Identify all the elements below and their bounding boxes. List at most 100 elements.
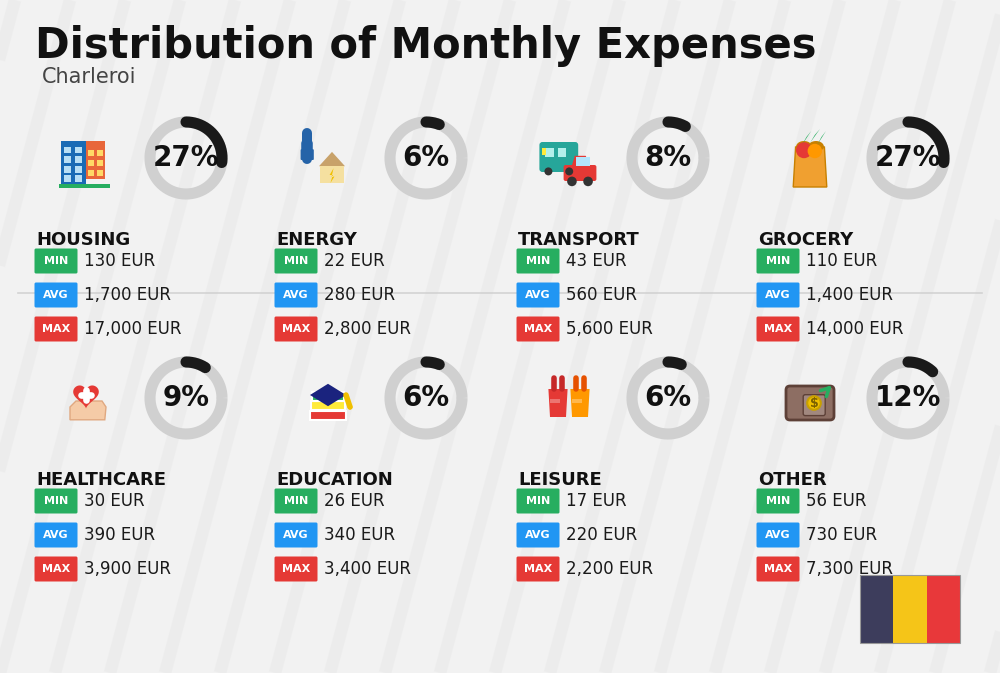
FancyBboxPatch shape bbox=[59, 184, 110, 188]
FancyBboxPatch shape bbox=[311, 401, 345, 411]
FancyBboxPatch shape bbox=[572, 399, 582, 403]
Text: AVG: AVG bbox=[525, 290, 551, 300]
FancyBboxPatch shape bbox=[757, 283, 800, 308]
Text: 22 EUR: 22 EUR bbox=[324, 252, 385, 270]
FancyBboxPatch shape bbox=[516, 248, 560, 273]
Text: AVG: AVG bbox=[765, 290, 791, 300]
Text: 12%: 12% bbox=[875, 384, 941, 412]
Text: MAX: MAX bbox=[524, 324, 552, 334]
Text: MIN: MIN bbox=[526, 256, 550, 266]
Text: 27%: 27% bbox=[875, 144, 941, 172]
Text: MIN: MIN bbox=[526, 496, 550, 506]
FancyBboxPatch shape bbox=[550, 399, 560, 403]
Text: AVG: AVG bbox=[283, 530, 309, 540]
Circle shape bbox=[565, 168, 573, 176]
FancyBboxPatch shape bbox=[64, 166, 71, 172]
Text: 220 EUR: 220 EUR bbox=[566, 526, 637, 544]
FancyBboxPatch shape bbox=[310, 411, 346, 420]
Polygon shape bbox=[70, 401, 106, 420]
FancyBboxPatch shape bbox=[88, 160, 94, 166]
FancyBboxPatch shape bbox=[757, 522, 800, 548]
FancyBboxPatch shape bbox=[34, 248, 78, 273]
Text: AVG: AVG bbox=[43, 290, 69, 300]
Text: MIN: MIN bbox=[766, 256, 790, 266]
FancyBboxPatch shape bbox=[516, 283, 560, 308]
FancyBboxPatch shape bbox=[320, 166, 344, 183]
FancyBboxPatch shape bbox=[75, 147, 82, 153]
FancyBboxPatch shape bbox=[803, 394, 825, 416]
Text: 730 EUR: 730 EUR bbox=[806, 526, 877, 544]
FancyBboxPatch shape bbox=[64, 176, 71, 182]
Text: 3,900 EUR: 3,900 EUR bbox=[84, 560, 171, 578]
Text: MAX: MAX bbox=[282, 324, 310, 334]
FancyBboxPatch shape bbox=[86, 141, 105, 179]
Text: 2,200 EUR: 2,200 EUR bbox=[566, 560, 653, 578]
Text: 14,000 EUR: 14,000 EUR bbox=[806, 320, 904, 338]
FancyBboxPatch shape bbox=[516, 316, 560, 341]
FancyBboxPatch shape bbox=[860, 575, 893, 643]
Polygon shape bbox=[570, 389, 590, 417]
Text: 17,000 EUR: 17,000 EUR bbox=[84, 320, 182, 338]
Text: OTHER: OTHER bbox=[758, 471, 827, 489]
FancyBboxPatch shape bbox=[64, 156, 71, 163]
Text: 560 EUR: 560 EUR bbox=[566, 286, 637, 304]
Polygon shape bbox=[73, 386, 99, 409]
FancyBboxPatch shape bbox=[64, 147, 71, 153]
Text: 17 EUR: 17 EUR bbox=[566, 492, 627, 510]
Circle shape bbox=[348, 404, 352, 409]
FancyBboxPatch shape bbox=[927, 575, 960, 643]
Polygon shape bbox=[571, 156, 590, 167]
FancyBboxPatch shape bbox=[274, 489, 318, 513]
Text: MIN: MIN bbox=[44, 256, 68, 266]
Text: MAX: MAX bbox=[42, 564, 70, 574]
FancyBboxPatch shape bbox=[539, 142, 578, 172]
FancyBboxPatch shape bbox=[34, 489, 78, 513]
FancyBboxPatch shape bbox=[558, 148, 566, 157]
Polygon shape bbox=[802, 131, 811, 145]
Text: 1,400 EUR: 1,400 EUR bbox=[806, 286, 893, 304]
FancyBboxPatch shape bbox=[576, 157, 590, 166]
Polygon shape bbox=[330, 168, 334, 183]
FancyBboxPatch shape bbox=[757, 557, 800, 581]
FancyBboxPatch shape bbox=[516, 557, 560, 581]
Text: 8%: 8% bbox=[644, 144, 692, 172]
Text: Charleroi: Charleroi bbox=[42, 67, 136, 87]
Polygon shape bbox=[810, 129, 820, 143]
Text: 6%: 6% bbox=[644, 384, 692, 412]
Text: 2,800 EUR: 2,800 EUR bbox=[324, 320, 411, 338]
Text: AVG: AVG bbox=[283, 290, 309, 300]
Text: MAX: MAX bbox=[524, 564, 552, 574]
FancyBboxPatch shape bbox=[757, 316, 800, 341]
Text: HOUSING: HOUSING bbox=[36, 231, 130, 249]
Text: 5,600 EUR: 5,600 EUR bbox=[566, 320, 653, 338]
Circle shape bbox=[567, 176, 577, 186]
Text: MIN: MIN bbox=[284, 256, 308, 266]
Text: 340 EUR: 340 EUR bbox=[324, 526, 395, 544]
FancyBboxPatch shape bbox=[88, 150, 94, 156]
FancyBboxPatch shape bbox=[34, 522, 78, 548]
Text: MIN: MIN bbox=[766, 496, 790, 506]
Circle shape bbox=[796, 142, 812, 158]
Text: 6%: 6% bbox=[402, 384, 450, 412]
FancyBboxPatch shape bbox=[312, 392, 344, 400]
FancyBboxPatch shape bbox=[61, 141, 86, 187]
FancyBboxPatch shape bbox=[516, 489, 560, 513]
FancyBboxPatch shape bbox=[75, 166, 82, 172]
Text: 390 EUR: 390 EUR bbox=[84, 526, 155, 544]
Text: HEALTHCARE: HEALTHCARE bbox=[36, 471, 166, 489]
FancyBboxPatch shape bbox=[274, 283, 318, 308]
Text: MIN: MIN bbox=[44, 496, 68, 506]
Text: MAX: MAX bbox=[764, 324, 792, 334]
Text: 56 EUR: 56 EUR bbox=[806, 492, 866, 510]
FancyBboxPatch shape bbox=[97, 160, 103, 166]
FancyBboxPatch shape bbox=[757, 489, 800, 513]
Text: 27%: 27% bbox=[153, 144, 219, 172]
FancyBboxPatch shape bbox=[274, 316, 318, 341]
Text: Distribution of Monthly Expenses: Distribution of Monthly Expenses bbox=[35, 25, 816, 67]
FancyBboxPatch shape bbox=[34, 557, 78, 581]
Text: $: $ bbox=[810, 396, 818, 409]
Text: AVG: AVG bbox=[43, 530, 69, 540]
Text: 43 EUR: 43 EUR bbox=[566, 252, 627, 270]
FancyBboxPatch shape bbox=[34, 283, 78, 308]
FancyBboxPatch shape bbox=[757, 248, 800, 273]
